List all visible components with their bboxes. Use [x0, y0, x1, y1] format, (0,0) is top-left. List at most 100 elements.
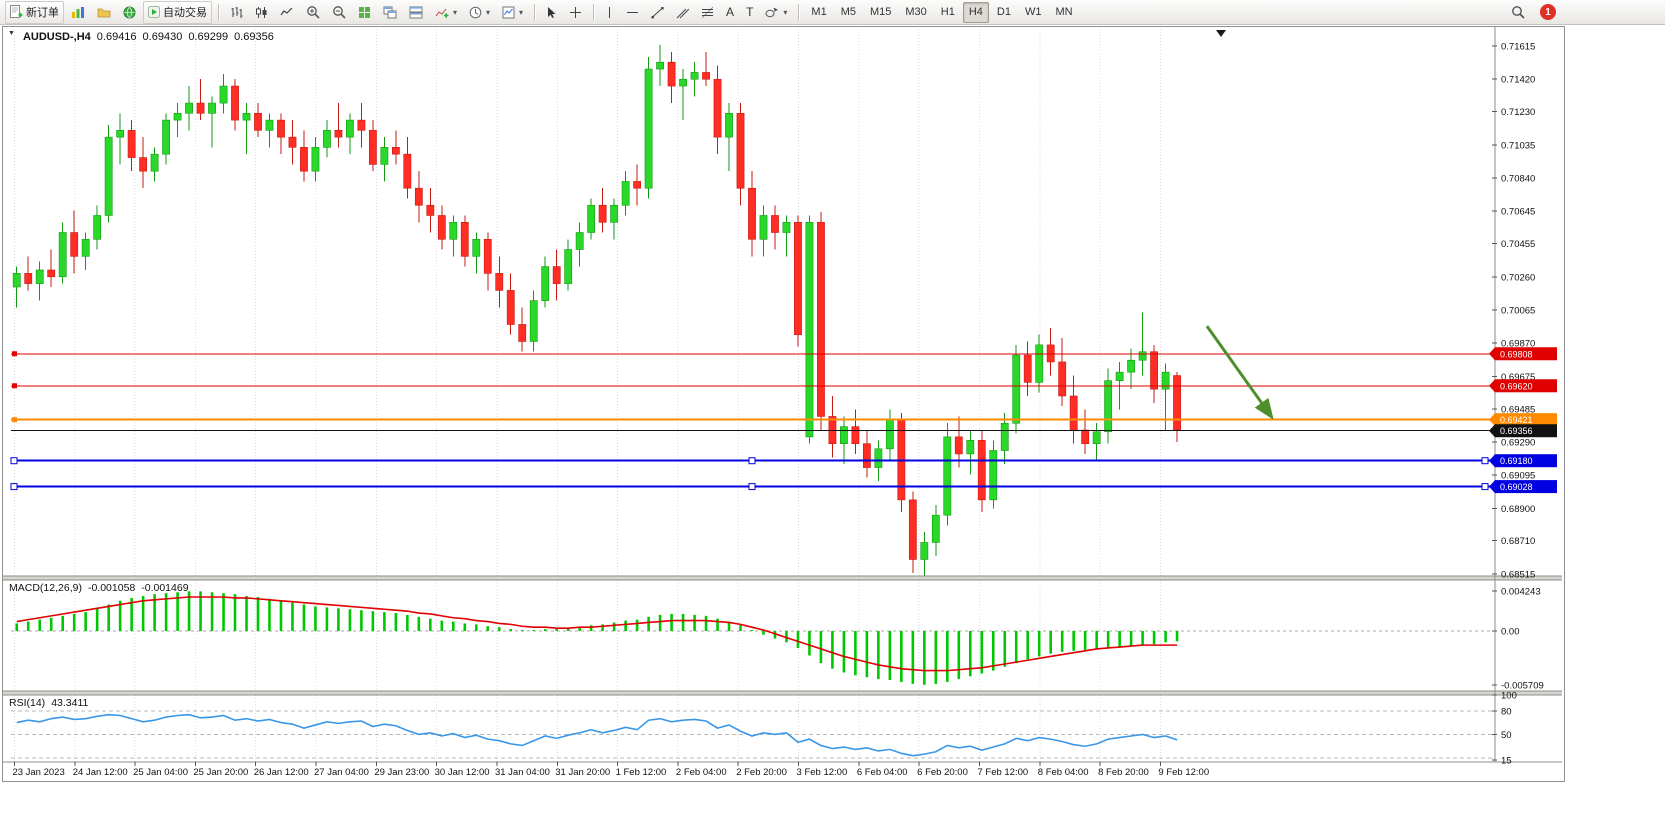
timeframe-h4[interactable]: H4	[962, 1, 989, 23]
candle	[12, 273, 21, 288]
candle	[24, 273, 33, 284]
candle	[35, 269, 44, 284]
candle	[771, 215, 779, 233]
candle	[564, 249, 573, 284]
chart-scroll-triangle[interactable]	[1216, 30, 1226, 37]
candle	[575, 232, 584, 250]
price-tick-label: 0.69485	[1501, 404, 1535, 415]
price-tick-label: 0.69290	[1501, 437, 1535, 448]
svg-text:0.69356: 0.69356	[1500, 426, 1533, 436]
autotrading-button[interactable]: 自动交易	[143, 0, 212, 24]
periods-button[interactable]: ▾	[464, 1, 495, 24]
time-tick-label: 8 Feb 20:00	[1098, 767, 1149, 778]
hline-handle[interactable]	[1481, 483, 1489, 491]
shapes-button[interactable]: ▾	[760, 1, 792, 24]
new-order-button[interactable]: 新订单	[5, 0, 64, 24]
chevron-down-icon: ▾	[519, 7, 524, 17]
price-tick-label: 0.68710	[1501, 536, 1535, 547]
price-tick-label: 0.70260	[1501, 272, 1535, 283]
crosshair-button[interactable]	[564, 1, 587, 24]
indicators-button[interactable]: ▾	[430, 1, 462, 24]
candle	[805, 221, 814, 438]
candle	[426, 204, 435, 216]
price-tag-0.69356: 0.69356	[1489, 424, 1557, 438]
candle	[1081, 429, 1090, 444]
candle	[1023, 354, 1032, 383]
candle	[380, 147, 389, 165]
pane-splitter[interactable]	[3, 691, 1562, 695]
bar-chart-icon	[231, 6, 243, 18]
equidistant-channel-button[interactable]	[671, 1, 694, 24]
price-tick-label: 0.70840	[1501, 174, 1535, 185]
arrange-windows-button[interactable]	[404, 1, 428, 24]
candle	[736, 112, 745, 189]
candle	[644, 68, 653, 189]
trendline-button[interactable]	[646, 1, 669, 24]
timeframe-w1[interactable]: W1	[1024, 6, 1042, 18]
candle	[472, 239, 481, 257]
charts-button[interactable]	[66, 1, 90, 24]
bar-chart-button[interactable]	[225, 1, 248, 24]
vertical-line-button[interactable]	[600, 1, 619, 24]
text-button[interactable]: A	[721, 1, 739, 24]
hline-handle[interactable]	[1481, 457, 1489, 465]
timeframe-m1[interactable]: M1	[811, 6, 827, 18]
rsi-line	[16, 713, 1178, 757]
horizontal-line-button[interactable]	[621, 1, 644, 24]
pane-splitter[interactable]	[3, 576, 1562, 580]
hline-handle[interactable]	[748, 457, 756, 465]
timeframe-m30[interactable]: M30	[905, 6, 927, 18]
candle	[150, 153, 159, 172]
chart-canvas[interactable]: 0.71615 0.71420 0.71230 0.71035 0.70840 0.706…	[3, 27, 1562, 779]
candlestick-chart-button[interactable]	[250, 1, 273, 24]
price-tag-0.69028: 0.69028	[1489, 480, 1557, 494]
profiles-button[interactable]	[92, 1, 116, 24]
candle	[1069, 395, 1078, 431]
zoom-out-button[interactable]	[327, 1, 351, 24]
notification-badge[interactable]: 1	[1540, 4, 1556, 20]
hline-handle[interactable]	[748, 483, 756, 491]
time-tick-label: 8 Feb 04:00	[1038, 767, 1089, 778]
timeframe-mn[interactable]: MN	[1055, 6, 1073, 18]
timeframe-h1[interactable]: H1	[940, 6, 955, 18]
candle	[403, 153, 412, 189]
zoom-in-button[interactable]	[301, 1, 325, 24]
chart-window[interactable]: 0.71615 0.71420 0.71230 0.71035 0.70840 0.706…	[2, 26, 1565, 782]
time-tick-label: 6 Feb 04:00	[857, 767, 908, 778]
line-chart-button[interactable]	[275, 1, 299, 24]
candle	[840, 426, 848, 444]
price-axis[interactable]: 0.71615 0.71420 0.71230 0.71035 0.70840 0.706…	[1492, 27, 1544, 767]
hlines-layer	[10, 351, 1493, 491]
time-tick-label: 2 Feb 04:00	[676, 767, 727, 778]
cascade-windows-button[interactable]	[378, 1, 402, 24]
candle	[139, 157, 148, 172]
candle	[368, 130, 377, 165]
timeframe-m15[interactable]: M15	[869, 6, 892, 18]
annotation-arrow[interactable]	[1205, 325, 1274, 420]
cursor-button[interactable]	[541, 1, 562, 24]
candle	[713, 78, 722, 138]
svg-text:0.69421: 0.69421	[1500, 415, 1533, 425]
candle	[242, 112, 251, 121]
fibonacci-button[interactable]	[696, 1, 719, 24]
candle	[954, 436, 963, 455]
hline-handle[interactable]	[10, 457, 18, 465]
timeframe-d1[interactable]: D1	[996, 6, 1011, 18]
hline-handle[interactable]	[10, 483, 18, 491]
candle	[748, 187, 756, 240]
terminal-button[interactable]	[118, 1, 141, 24]
search-button[interactable]	[1506, 1, 1530, 24]
time-tick-label: 31 Jan 20:00	[555, 767, 610, 778]
cascade-windows-icon	[383, 6, 397, 18]
time-tick-label: 26 Jan 12:00	[254, 767, 309, 778]
time-axis[interactable]: 23 Jan 2023 24 Jan 12:00 25 Jan 04:00 25 Ja…	[12, 762, 1209, 778]
candle	[127, 130, 136, 158]
templates-button[interactable]: ▾	[497, 1, 528, 24]
time-tick-label: 27 Jan 04:00	[314, 767, 369, 778]
tile-windows-button[interactable]	[353, 1, 376, 24]
autotrading-play-icon	[148, 6, 160, 18]
text-label-button[interactable]: T	[741, 1, 758, 24]
toolbar: 新订单 自动交易 ▾ ▾ ▾	[0, 0, 1665, 25]
timeframe-m5[interactable]: M5	[840, 6, 856, 18]
svg-text:0.69180: 0.69180	[1500, 456, 1533, 466]
